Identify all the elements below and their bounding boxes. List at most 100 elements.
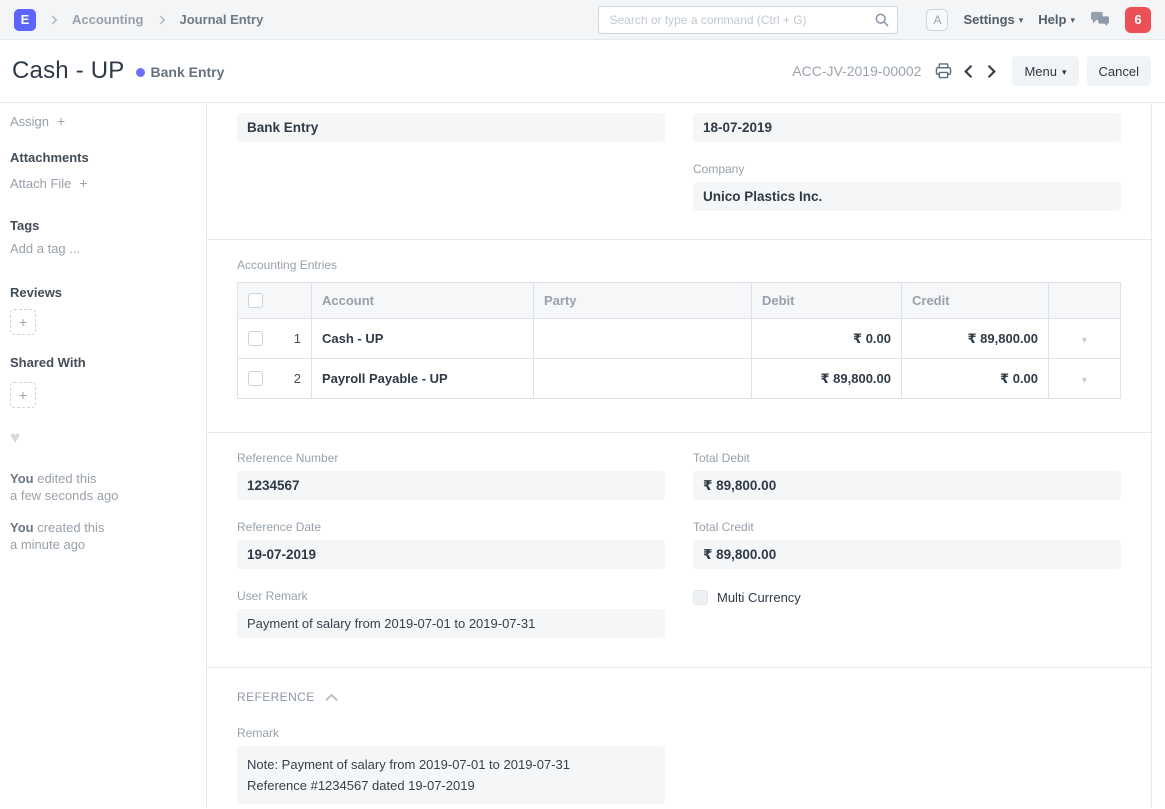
chevron-down-icon: ▾	[1018, 15, 1024, 25]
select-all-checkbox[interactable]	[248, 293, 263, 308]
section-reference: REFERENCE Remark Note: Payment of salary…	[207, 668, 1151, 808]
section-accounting-entries: Accounting Entries Account Party Debit C…	[207, 240, 1151, 433]
plus-icon: +	[18, 387, 28, 403]
user-remark-label: User Remark	[237, 589, 308, 603]
notifications-badge[interactable]: 6	[1125, 6, 1151, 33]
accounting-entries-grid: Account Party Debit Credit 1 Cash - UP	[237, 282, 1121, 399]
section-reference-totals: Reference Number 1234567 Reference Date …	[207, 433, 1151, 668]
table-row[interactable]: 2 Payroll Payable - UP ₹ 89,800.00 ₹ 0.0…	[237, 358, 1121, 399]
attachments-heading: Attachments	[10, 150, 89, 165]
print-button[interactable]	[935, 63, 952, 79]
col-header-party[interactable]: Party	[533, 282, 752, 319]
cancel-label: Cancel	[1098, 63, 1139, 79]
breadcrumb-accounting[interactable]: Accounting	[72, 12, 144, 27]
accounting-entries-label: Accounting Entries	[237, 258, 338, 272]
user-remark-field[interactable]: Payment of salary from 2019-07-01 to 201…	[237, 609, 665, 638]
status-indicator-dot	[135, 67, 145, 77]
share-button[interactable]: +	[10, 382, 36, 408]
page-title: Cash - UP	[12, 57, 125, 84]
multi-currency-checkbox[interactable]	[693, 590, 708, 605]
search-input[interactable]	[598, 5, 899, 34]
remark-field[interactable]: Note: Payment of salary from 2019-07-01 …	[237, 746, 665, 804]
user-avatar[interactable]: A	[926, 8, 949, 31]
section-entry-details: Bank Entry 18-07-2019 Company Unico Plas…	[207, 103, 1151, 240]
row-index: 2	[293, 371, 301, 386]
party-cell[interactable]	[533, 358, 752, 399]
printer-icon	[936, 63, 952, 79]
total-credit-label: Total Credit	[693, 520, 754, 534]
reference-number-field[interactable]: 1234567	[237, 471, 665, 500]
activity-user: You	[10, 471, 34, 486]
like-heart-icon[interactable]: ♥	[10, 428, 21, 447]
activity-user: You	[10, 520, 34, 535]
col-header-credit[interactable]: Credit	[901, 282, 1049, 319]
entry-type-field[interactable]: Bank Entry	[237, 113, 665, 142]
prev-document-button[interactable]	[962, 64, 975, 79]
account-cell[interactable]: Payroll Payable - UP	[311, 358, 534, 399]
navbar-actions: A Settings ▾ Help ▾ 6	[926, 6, 1151, 33]
debit-cell[interactable]: ₹ 0.00	[751, 318, 902, 359]
row-checkbox[interactable]	[248, 371, 263, 386]
col-header-debit[interactable]: Debit	[751, 282, 902, 319]
next-document-button[interactable]	[985, 64, 998, 79]
breadcrumb-journal-entry[interactable]: Journal Entry	[179, 12, 264, 27]
reference-section-label: REFERENCE	[237, 690, 315, 704]
row-expand-caret-icon[interactable]: ▼	[1080, 335, 1089, 345]
remark-label: Remark	[237, 726, 280, 740]
activity-time: a minute ago	[10, 537, 86, 552]
plus-icon: +	[79, 175, 88, 191]
breadcrumb-chevron-icon	[51, 14, 58, 25]
activity-entry: You edited this a few seconds ago	[10, 470, 196, 504]
reference-date-label: Reference Date	[237, 520, 322, 534]
attach-file-action[interactable]: Attach File +	[10, 175, 196, 191]
col-header-actions	[1048, 282, 1121, 319]
header-actions: ACC-JV-2019-00002 Menu ▾ Cancel	[792, 56, 1151, 86]
assign-action[interactable]: Assign +	[10, 113, 196, 129]
chevron-right-icon	[988, 64, 997, 78]
credit-cell[interactable]: ₹ 0.00	[901, 358, 1049, 399]
activity-action: edited this	[37, 471, 97, 486]
title-area: Cash - UP Bank Entry	[12, 57, 224, 85]
col-header-account[interactable]: Account	[311, 282, 534, 319]
reference-number-label: Reference Number	[237, 451, 339, 465]
reference-section-toggle[interactable]: REFERENCE	[237, 690, 1121, 704]
posting-date-field[interactable]: 18-07-2019	[693, 113, 1121, 142]
add-review-button[interactable]: +	[10, 309, 36, 335]
remark-line: Note: Payment of salary from 2019-07-01 …	[247, 757, 571, 772]
help-menu[interactable]: Help ▾	[1038, 12, 1075, 27]
row-checkbox[interactable]	[248, 331, 263, 346]
global-search	[598, 5, 899, 34]
activity-entry: You created this a minute ago	[10, 519, 196, 553]
table-row[interactable]: 1 Cash - UP ₹ 0.00 ₹ 89,800.00 ▼	[237, 318, 1121, 359]
settings-menu[interactable]: Settings ▾	[963, 12, 1023, 27]
activity-action: created this	[37, 520, 105, 535]
attach-file-label: Attach File	[10, 175, 72, 191]
chevron-up-icon	[325, 693, 338, 701]
total-credit-field: ₹ 89,800.00	[693, 540, 1121, 569]
page-header: Cash - UP Bank Entry ACC-JV-2019-00002 M…	[0, 40, 1165, 102]
app-logo[interactable]: E	[14, 8, 36, 31]
company-field[interactable]: Unico Plastics Inc.	[693, 182, 1121, 211]
search-icon[interactable]	[874, 12, 890, 28]
chevron-down-icon: ▾	[1070, 15, 1075, 25]
debit-cell[interactable]: ₹ 89,800.00	[751, 358, 902, 399]
chat-icon[interactable]	[1090, 11, 1110, 29]
add-tag-input[interactable]: Add a tag ...	[10, 241, 81, 256]
menu-button[interactable]: Menu ▾	[1012, 56, 1079, 86]
top-navbar: E Accounting Journal Entry A Settings ▾ …	[0, 0, 1165, 40]
reference-date-field[interactable]: 19-07-2019	[237, 540, 665, 569]
menu-label: Menu	[1024, 63, 1057, 79]
credit-cell[interactable]: ₹ 89,800.00	[901, 318, 1049, 359]
multi-currency-label: Multi Currency	[717, 590, 801, 605]
party-cell[interactable]	[533, 318, 752, 359]
tags-heading: Tags	[10, 218, 40, 233]
status-badge: Bank Entry	[150, 64, 225, 80]
settings-label: Settings	[963, 12, 1015, 27]
cancel-button[interactable]: Cancel	[1086, 56, 1151, 86]
account-cell[interactable]: Cash - UP	[311, 318, 534, 359]
reviews-heading: Reviews	[10, 285, 63, 300]
multi-currency-control[interactable]: Multi Currency	[693, 590, 1121, 605]
row-expand-caret-icon[interactable]: ▼	[1080, 375, 1089, 385]
plus-icon: +	[18, 314, 28, 330]
document-id: ACC-JV-2019-00002	[792, 63, 922, 79]
